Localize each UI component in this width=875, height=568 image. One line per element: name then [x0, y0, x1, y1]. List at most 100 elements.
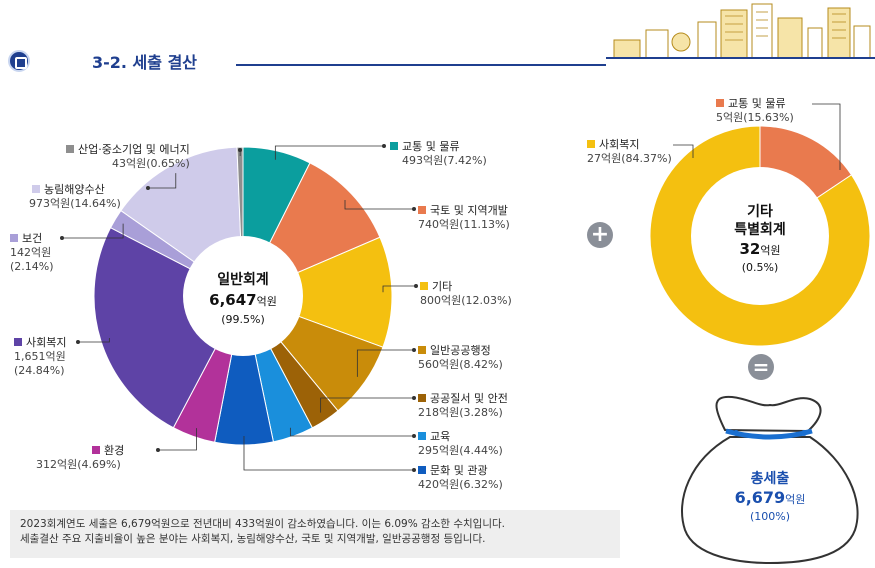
leader-line — [382, 285, 416, 293]
special-amount: 32억원 — [739, 240, 780, 258]
legend-swatch — [92, 446, 100, 454]
slice-name: 교통 및 물류 — [402, 140, 460, 153]
total-amount-unit: 억원 — [785, 493, 806, 506]
leader-dot — [145, 185, 150, 190]
summary-note-box: 2023회계연도 세출은 6,679억원으로 전년대비 433억원이 감소하였습… — [10, 510, 620, 558]
slice-value: 43억원(0.65%) — [112, 157, 190, 170]
main-label-4: 공공질서 및 안전 218억원(3.28%) — [418, 392, 508, 420]
leader-line — [274, 145, 384, 160]
special-pie-leader-lines — [673, 103, 841, 170]
total-amount-value: 6,679 — [734, 488, 786, 507]
slice-value: 312억원(4.69%) — [36, 458, 121, 471]
general-account-pct: (99.5%) — [221, 313, 265, 326]
leader-dot — [76, 339, 81, 344]
legend-swatch — [420, 282, 428, 290]
slice-name: 교육 — [430, 430, 451, 443]
house-logo-icon — [8, 50, 30, 72]
slice-value: 973억원(14.64%) — [29, 197, 121, 210]
leader-line — [158, 428, 197, 451]
special-pct: (0.5%) — [742, 261, 779, 274]
leader-dot — [381, 143, 386, 148]
special-label-0: 교통 및 물류 5억원(15.63%) — [716, 97, 794, 125]
main-pie-leader-lines — [60, 143, 418, 472]
leader-line — [243, 436, 414, 471]
main-label-6: 문화 및 관광 420억원(6.32%) — [418, 464, 503, 492]
main-label-11: 산업·중소기업 및 에너지 43억원(0.65%) — [66, 143, 190, 171]
slice-name: 기타 — [432, 280, 453, 293]
main-label-9: 보건 142억원 (2.14%) — [10, 232, 54, 274]
main-label-10: 농림해양수산 973억원(14.64%) — [29, 183, 121, 211]
slice-name: 환경 — [104, 444, 125, 457]
general-account-amount: 6,647억원 — [209, 291, 277, 309]
leader-dot — [237, 147, 242, 152]
slice-value: 27억원(84.37%) — [587, 152, 672, 165]
slice-name: 공공질서 및 안전 — [430, 392, 508, 405]
main-label-5: 교육 295억원(4.44%) — [418, 430, 503, 458]
slice-pct: (24.84%) — [14, 364, 65, 377]
title-underline — [236, 64, 606, 66]
total-block: 총세출 6,679억원 (100%) — [700, 470, 840, 524]
legend-swatch — [418, 432, 426, 440]
main-label-0: 교통 및 물류 493억원(7.42%) — [390, 140, 487, 168]
plus-operator-icon: + — [587, 222, 613, 248]
leader-line — [289, 427, 414, 437]
slice-value: 5억원(15.63%) — [716, 111, 794, 124]
main-label-8: 사회복지 1,651억원 (24.84%) — [14, 336, 66, 378]
city-skyline-icon — [606, 3, 875, 59]
legend-swatch — [418, 346, 426, 354]
legend-swatch — [418, 466, 426, 474]
special-amount-value: 32 — [739, 240, 760, 258]
leader-line — [62, 223, 124, 239]
slice-name: 일반공공행정 — [430, 344, 491, 357]
main-label-7: 환경 312억원(4.69%) — [36, 444, 125, 472]
slice-value: 493억원(7.42%) — [402, 154, 487, 167]
leader-line — [320, 397, 414, 413]
legend-swatch — [32, 185, 40, 193]
leader-dot — [411, 433, 416, 438]
main-label-1: 국토 및 지역개발 740억원(11.13%) — [418, 204, 510, 232]
slice-value: 740억원(11.13%) — [418, 218, 510, 231]
special-title-1: 기타 — [747, 204, 773, 220]
slice-name: 사회복지 — [26, 336, 67, 349]
section-title: 3-2. 세출 결산 — [92, 53, 198, 72]
general-amount-value: 6,647 — [209, 291, 256, 309]
slice-value: 1,651억원 — [14, 350, 66, 363]
slice-value: 560억원(8.42%) — [418, 358, 503, 371]
leader-line — [356, 349, 414, 377]
page-header: 3-2. 세출 결산 — [0, 0, 875, 80]
special-amount-unit: 억원 — [760, 244, 780, 257]
leader-dot — [411, 347, 416, 352]
slice-name: 농림해양수산 — [44, 183, 105, 196]
slice-value: 295억원(4.44%) — [418, 444, 503, 457]
slice-name: 문화 및 관광 — [430, 464, 488, 477]
equals-operator-icon: = — [748, 354, 774, 380]
general-account-title: 일반회계 — [217, 271, 269, 288]
legend-swatch — [418, 206, 426, 214]
slice-pct: (2.14%) — [10, 260, 54, 273]
leader-line — [344, 200, 414, 210]
slice-name: 산업·중소기업 및 에너지 — [78, 143, 190, 156]
legend-swatch — [716, 99, 724, 107]
slice-value: 218억원(3.28%) — [418, 406, 503, 419]
leader-dot — [155, 447, 160, 452]
pie-slice — [241, 236, 393, 348]
note-line-2: 세출결산 주요 지출비율이 높은 분야는 사회복지, 농림해양수산, 국토 및 … — [20, 533, 486, 545]
legend-swatch — [10, 234, 18, 242]
slice-value: 420억원(6.32%) — [418, 478, 503, 491]
leader-dot — [60, 235, 65, 240]
general-amount-unit: 억원 — [257, 295, 277, 308]
total-title: 총세출 — [750, 471, 790, 487]
note-line-1: 2023회계연도 세출은 6,679억원으로 전년대비 433억원이 감소하였습… — [20, 518, 505, 530]
leader-dot — [411, 206, 416, 211]
leader-dot — [411, 467, 416, 472]
slice-name: 보건 — [22, 232, 43, 245]
legend-swatch — [14, 338, 22, 346]
money-bag-icon — [681, 395, 859, 565]
slice-name: 사회복지 — [599, 138, 640, 151]
slice-name: 국토 및 지역개발 — [430, 204, 508, 217]
special-title-2: 특별회계 — [734, 221, 786, 238]
total-amount: 6,679억원 — [700, 488, 840, 510]
special-pie-hole — [691, 167, 829, 305]
